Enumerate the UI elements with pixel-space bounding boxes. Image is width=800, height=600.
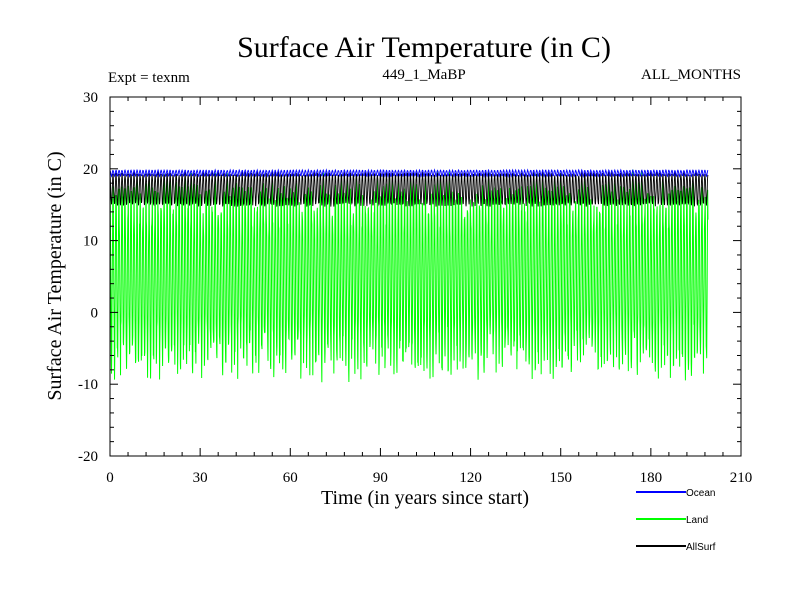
subtitle-experiment: Expt = texnm bbox=[108, 70, 190, 86]
series-line-ocean bbox=[109, 168, 709, 179]
x-tick-label: 60 bbox=[283, 470, 298, 486]
x-tick-label: 30 bbox=[193, 470, 208, 486]
x-tick-label: 210 bbox=[730, 470, 753, 486]
chart-title: Surface Air Temperature (in C) bbox=[237, 31, 611, 64]
x-tick-label: 180 bbox=[640, 470, 663, 486]
legend-label-land: Land bbox=[686, 515, 708, 526]
x-tick-label: 150 bbox=[549, 470, 572, 486]
plot-area bbox=[109, 168, 709, 383]
subtitle-months: ALL_MONTHS bbox=[641, 67, 741, 83]
x-axis-label: Time (in years since start) bbox=[321, 487, 529, 509]
x-tick-label: 0 bbox=[106, 470, 114, 486]
x-tick-label: 120 bbox=[459, 470, 482, 486]
y-tick-label: -20 bbox=[78, 449, 98, 465]
axis-ticks: 0 30 60 90 120 150 180 210 -20 -10 0 10 20 30 bbox=[78, 90, 752, 486]
y-tick-label: 20 bbox=[83, 162, 98, 178]
legend-label-ocean: Ocean bbox=[686, 488, 715, 499]
legend-label-allsurf: AllSurf bbox=[686, 542, 716, 553]
y-tick-label: 30 bbox=[83, 90, 98, 106]
subtitle-run: 449_1_MaBP bbox=[382, 67, 465, 83]
series-line-land bbox=[109, 169, 709, 383]
plot-frame bbox=[109, 96, 742, 457]
y-tick-label: 0 bbox=[91, 305, 99, 321]
legend: Ocean Land AllSurf bbox=[636, 488, 716, 553]
y-tick-label: -10 bbox=[78, 377, 98, 393]
y-tick-label: 10 bbox=[83, 234, 98, 250]
y-axis-label: Surface Air Temperature (in C) bbox=[44, 151, 66, 400]
series-line-allsurf bbox=[109, 171, 709, 207]
x-tick-label: 90 bbox=[373, 470, 388, 486]
